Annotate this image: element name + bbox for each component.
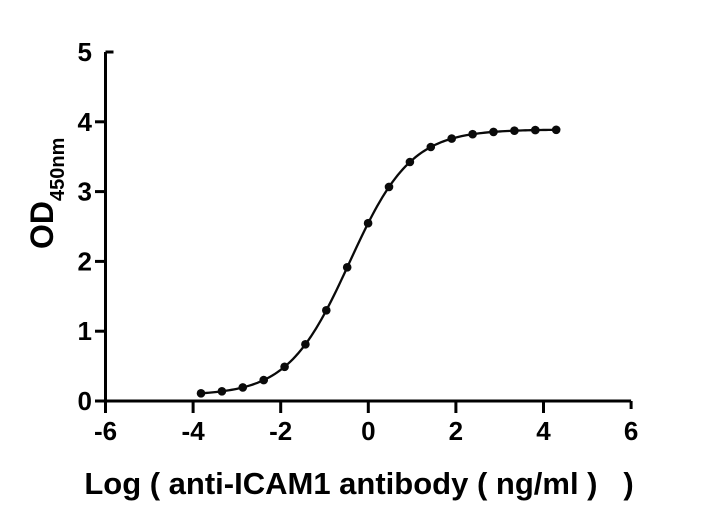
svg-text:4: 4 [536, 416, 551, 446]
svg-text:-4: -4 [182, 416, 206, 446]
svg-text:0: 0 [78, 386, 92, 416]
svg-text:6: 6 [624, 416, 638, 446]
svg-text:4: 4 [78, 107, 93, 137]
svg-text:-2: -2 [269, 416, 292, 446]
svg-text:2: 2 [78, 246, 92, 276]
svg-text:2: 2 [449, 416, 463, 446]
svg-text:1: 1 [78, 316, 92, 346]
svg-text:0: 0 [361, 416, 375, 446]
svg-text:-6: -6 [94, 416, 117, 446]
svg-text:3: 3 [78, 177, 92, 207]
svg-text:5: 5 [78, 37, 92, 67]
